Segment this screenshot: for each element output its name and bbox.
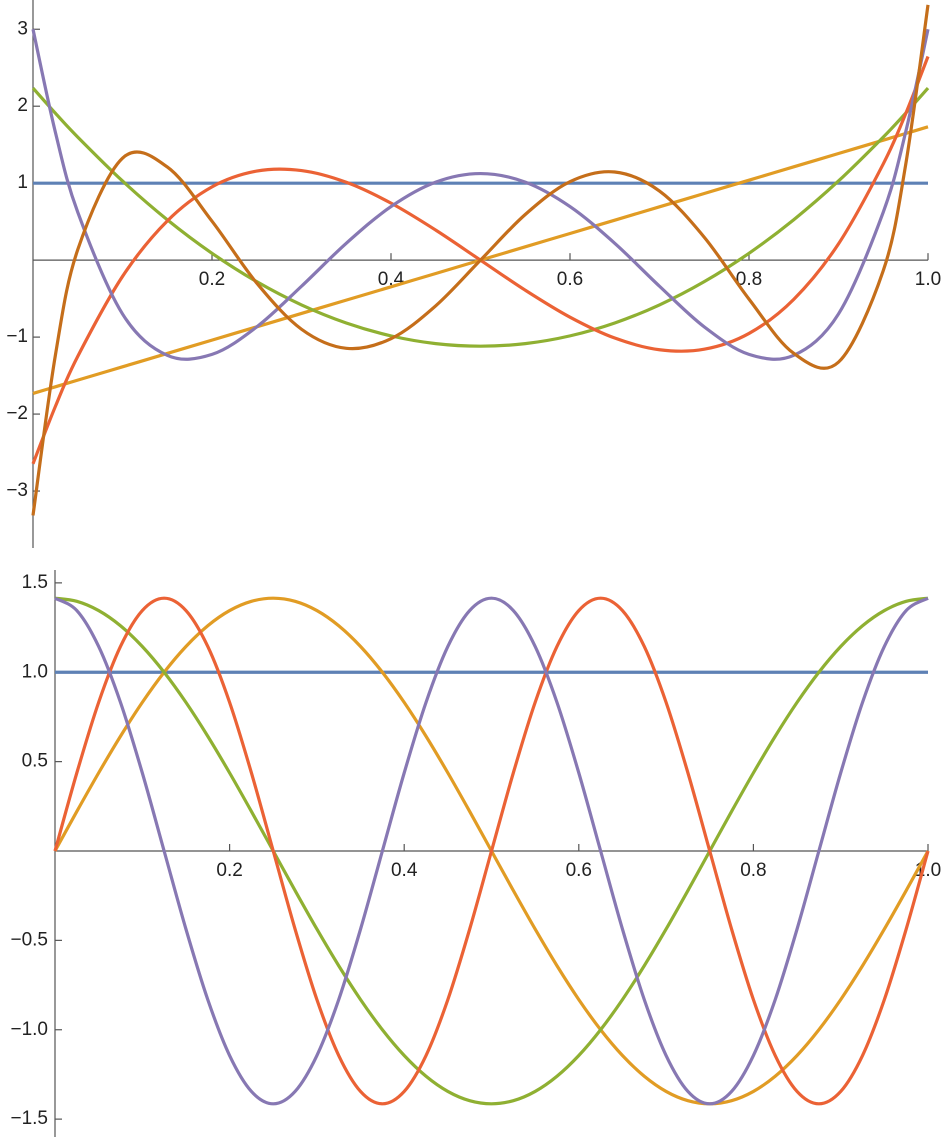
x-tick-label: 0.2 — [216, 860, 242, 881]
y-tick-label: −3 — [6, 480, 28, 501]
y-tick-label: −2 — [6, 403, 28, 424]
x-tick-label: 0.6 — [566, 860, 592, 881]
curve — [31, 28, 930, 361]
y-tick-label: 1.0 — [22, 661, 48, 682]
curve — [53, 596, 930, 1106]
x-tick-label: 0.4 — [391, 860, 418, 881]
curve — [31, 86, 930, 348]
curve — [31, 4, 930, 516]
x-tick-label: 0.6 — [557, 269, 583, 290]
y-tick-label: 3 — [17, 18, 28, 39]
y-tick-label: 1.5 — [22, 572, 48, 593]
y-tick-label: 2 — [17, 95, 28, 116]
y-tick-label: 0.5 — [22, 751, 48, 772]
x-tick-label: 0.8 — [736, 269, 762, 290]
y-tick-label: −0.5 — [10, 929, 48, 950]
y-tick-label: −1.5 — [10, 1108, 48, 1129]
y-tick-label: −1.0 — [10, 1019, 48, 1040]
y-tick-label: 1 — [17, 172, 28, 193]
y-tick-label: −1 — [6, 326, 28, 347]
x-tick-label: 0.2 — [199, 269, 225, 290]
curve — [54, 596, 929, 1106]
x-tick-label: 1.0 — [915, 269, 941, 290]
curve — [54, 596, 929, 1106]
x-tick-label: 0.8 — [740, 860, 766, 881]
